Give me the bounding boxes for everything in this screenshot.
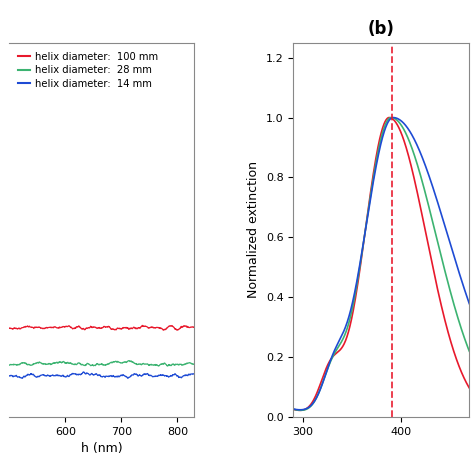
Legend: helix diameter:  100 mm, helix diameter:  28 mm, helix diameter:  14 mm: helix diameter: 100 mm, helix diameter: … xyxy=(15,48,163,92)
Title: (b): (b) xyxy=(368,20,395,38)
X-axis label: h (nm): h (nm) xyxy=(81,442,123,456)
Y-axis label: Normalized extinction: Normalized extinction xyxy=(247,161,260,299)
